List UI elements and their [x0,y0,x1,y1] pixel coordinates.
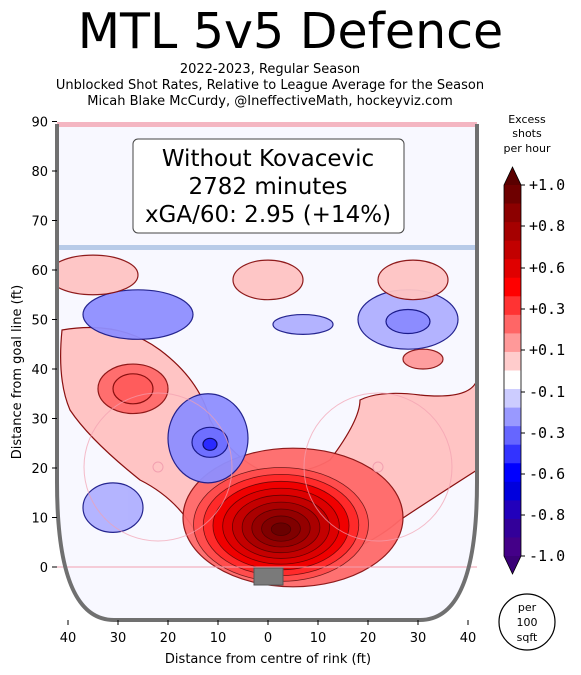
colorbar-cell [504,426,521,446]
y-tick-label: 60 [31,264,48,279]
faceoff-circle-left [83,392,233,542]
subtitle-line-2: Unblocked Shot Rates, Relative to League… [55,78,485,93]
red-line [57,122,477,127]
y-tick-label: 50 [31,314,48,329]
x-tick-label: 20 [160,631,177,646]
y-tick-label: 30 [31,413,48,428]
colorbar-cell [504,203,521,223]
y-tick-label: 0 [40,561,48,576]
boards [55,124,479,622]
colorbar-cell [504,314,521,334]
heat-region [82,482,144,533]
x-tick-label: 40 [60,631,77,646]
colorbar-cell [504,185,521,205]
colorbar-top-arrow [504,167,521,185]
unit-line-3: sqft [517,631,538,644]
colorbar-cell [504,463,521,483]
y-tick-label: 40 [31,363,48,378]
colorbar-bottom-arrow [504,556,521,574]
colorbar-tick-label: -0.8 [529,506,565,524]
y-tick-label: 10 [31,512,48,527]
colorbar-cell [504,370,521,390]
colorbar-cell [504,481,521,501]
colorbar-cell [504,444,521,464]
colorbar-cell [504,240,521,260]
colorbar-tick-label: +0.8 [529,217,565,235]
subtitle-line-1: 2022-2023, Regular Season [179,62,361,77]
y-tick-label: 90 [31,116,48,131]
colorbar: Excess shots per hour +1.0 +0.8 +0.6 +0.3 +0… [504,113,565,575]
colorbar-title-2: shots [512,127,542,140]
x-axis-label: Distance from centre of rink (ft) [165,652,371,667]
colorbar-cell [504,222,521,242]
x-tick-label: 30 [110,631,127,646]
colorbar-tick-label: -0.3 [529,424,565,442]
unit-badge: per 100 sqft [498,593,556,651]
colorbar-cell [504,500,521,520]
unit-line-1: per [518,601,537,614]
heat-region [402,348,444,370]
colorbar-cell [504,518,521,538]
colorbar-cell [504,333,521,353]
colorbar-title-3: per hour [504,142,551,155]
colorbar-tick-label: +1.0 [529,176,565,194]
info-box-line-1: Without Kovacevic [162,146,374,172]
heat-region [272,313,334,335]
heat-region-inner [385,308,431,335]
subtitle-line-3: Micah Blake McCurdy, @IneffectiveMath, h… [87,94,453,109]
colorbar-tick-label: +0.3 [529,300,565,318]
x-tick-label: 10 [310,631,327,646]
chart-title: MTL 5v5 Defence [77,3,504,60]
heat-region [57,254,139,296]
x-tick-label: 10 [210,631,227,646]
info-box-line-2: 2782 minutes [189,174,348,200]
blue-line [57,245,477,250]
info-box-line-3: xGA/60: 2.95 (+14%) [145,202,391,228]
colorbar-tick-label: -0.1 [529,383,565,401]
info-box-frame [132,138,405,234]
y-axis-label: Distance from goal line (ft) [10,285,25,459]
hot-contour [270,522,292,536]
colorbar-cell [504,407,521,427]
x-tick-label: 40 [460,631,477,646]
heat-region [377,259,449,301]
y-tick-label: 70 [31,215,48,230]
heat-region-inner [112,373,154,405]
rink-markings [55,122,479,622]
y-axis: 0 10 20 30 40 50 60 70 80 90 [31,116,57,576]
colorbar-cell [504,277,521,297]
colorbar-tick-label: +0.1 [529,341,565,359]
unit-circle [498,593,556,651]
colorbar-cell [504,296,521,316]
faceoff-dot-right [372,461,384,473]
x-tick-label: 30 [410,631,427,646]
colorbar-tick-label: -0.6 [529,465,565,483]
colorbar-cell [504,351,521,371]
goal-net [253,567,284,586]
colorbar-cell [504,537,521,557]
y-tick-label: 20 [31,462,48,477]
y-tick-label: 80 [31,165,48,180]
heat-region-core [202,437,218,451]
colorbar-tick-label: -1.0 [529,547,565,565]
colorbar-cell [504,259,521,279]
colorbar-cell [504,389,521,409]
colorbar-title-1: Excess [508,113,546,126]
heat-region [82,289,194,340]
heat-region [232,259,304,301]
x-tick-label: 20 [360,631,377,646]
x-axis: 40 30 20 10 0 10 20 30 40 [60,620,477,646]
faceoff-circle-right [303,392,453,542]
colorbar-tick-label: +0.6 [529,259,565,277]
info-box: Without Kovacevic 2782 minutes xGA/60: 2… [132,138,405,234]
x-tick-label: 0 [264,631,272,646]
unit-line-2: 100 [517,616,538,629]
heatmap-layer [57,254,477,588]
faceoff-dot-left [152,461,164,473]
